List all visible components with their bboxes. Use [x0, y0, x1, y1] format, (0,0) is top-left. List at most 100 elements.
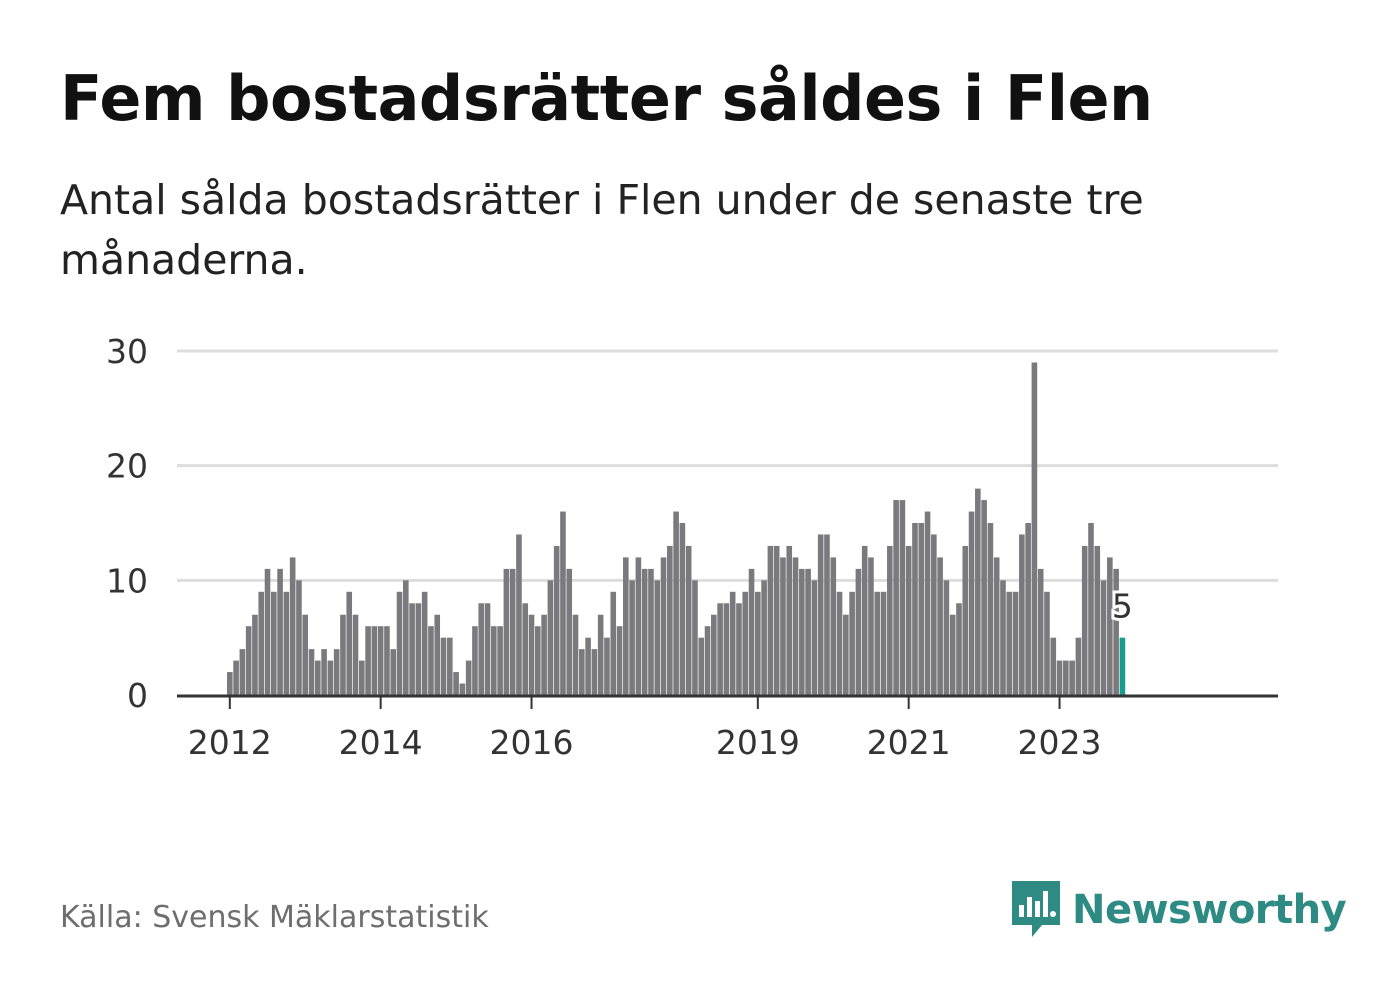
- bar: [937, 557, 943, 695]
- bar: [528, 614, 535, 695]
- bar: [365, 626, 371, 695]
- bar: [258, 591, 265, 695]
- bar: [239, 649, 246, 695]
- source-note: Källa: Svensk Mäklarstatistik: [60, 900, 489, 935]
- newsworthy-logo-icon: [1012, 881, 1060, 937]
- bar: [560, 511, 566, 695]
- bar: [1094, 545, 1101, 695]
- bar: [472, 626, 478, 695]
- bar: [924, 511, 931, 695]
- bar: [711, 614, 717, 695]
- bar: [465, 660, 472, 695]
- bar: [931, 534, 937, 695]
- bar: [949, 614, 956, 695]
- bar: [321, 649, 327, 695]
- bar: [742, 591, 749, 695]
- bar: [660, 557, 667, 695]
- bar: [1006, 591, 1013, 695]
- bar: [227, 672, 233, 695]
- bar: [597, 614, 604, 695]
- bar: [761, 580, 767, 695]
- bar: [654, 580, 661, 695]
- bar: [987, 523, 994, 695]
- bar: [1050, 637, 1057, 695]
- bar: [1019, 534, 1025, 695]
- bar: [516, 534, 522, 695]
- bar: [547, 580, 554, 695]
- bar: [359, 660, 365, 695]
- x-tick-label: 2012: [188, 723, 272, 762]
- bar: [572, 614, 579, 695]
- bar: [648, 568, 654, 695]
- bar: [390, 649, 397, 695]
- bar: [698, 637, 705, 695]
- bar: [918, 523, 925, 695]
- bar: [447, 637, 453, 695]
- bar: [962, 545, 969, 695]
- bar: [459, 683, 466, 695]
- bar: [1012, 591, 1019, 695]
- bar: [830, 557, 837, 695]
- bar: [824, 534, 830, 695]
- bar: [535, 626, 541, 695]
- x-tick-label: 2016: [490, 723, 574, 762]
- bar: [566, 568, 573, 695]
- bar: [396, 591, 403, 695]
- bar: [1063, 660, 1069, 695]
- bar: [623, 557, 629, 695]
- chart-subtitle: Antal sålda bostadsrätter i Flen under d…: [60, 176, 1144, 284]
- bar: [1000, 580, 1006, 695]
- bar: [377, 626, 384, 695]
- bar: [887, 545, 893, 695]
- bar: [440, 637, 447, 695]
- bar: [428, 626, 434, 695]
- bar: [296, 580, 302, 695]
- bar: [333, 649, 340, 695]
- bar: [346, 591, 353, 695]
- bar: [836, 591, 843, 695]
- last-value-label: 5: [1112, 587, 1133, 626]
- x-tick-label: 2019: [716, 723, 800, 762]
- bar: [484, 603, 491, 695]
- bar: [302, 614, 309, 695]
- bar: [233, 660, 239, 695]
- bar: [817, 534, 824, 695]
- bar: [805, 568, 811, 695]
- bar: [553, 545, 560, 695]
- bar: [1088, 523, 1094, 695]
- bar: [786, 545, 793, 695]
- bar: [635, 557, 642, 695]
- bar: [723, 603, 730, 695]
- bar: [585, 637, 591, 695]
- bar: [271, 591, 277, 695]
- bar: [792, 557, 799, 695]
- bar: [861, 545, 868, 695]
- y-tick-label: 20: [106, 447, 148, 486]
- bar: [799, 568, 805, 695]
- bar: [717, 603, 723, 695]
- grid-lines: [177, 349, 1278, 582]
- brand-name: Newsworthy: [1072, 887, 1347, 933]
- newsworthy-logo[interactable]: Newsworthy: [1010, 878, 1347, 942]
- x-tick-label: 2014: [339, 723, 423, 762]
- y-tick-label: 0: [127, 676, 148, 715]
- bar: [604, 637, 610, 695]
- bar: [1075, 637, 1082, 695]
- bar: [308, 649, 315, 695]
- bar: [245, 626, 252, 695]
- bar: [736, 603, 742, 695]
- bar: [868, 557, 874, 695]
- x-tick-label: 2023: [1018, 723, 1102, 762]
- bar: [981, 500, 987, 695]
- bar: [352, 614, 359, 695]
- bar: [1044, 591, 1050, 695]
- bar: [667, 545, 673, 695]
- bar: [692, 580, 698, 695]
- bar: [748, 568, 755, 695]
- bar: [409, 603, 415, 695]
- bar: [767, 545, 774, 695]
- bar: [704, 626, 711, 695]
- bar: [685, 545, 692, 695]
- bar: [811, 580, 818, 695]
- bar: [1056, 660, 1063, 695]
